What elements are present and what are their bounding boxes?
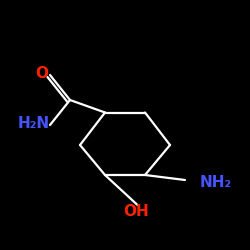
- Text: OH: OH: [124, 204, 149, 219]
- Text: H₂N: H₂N: [18, 116, 50, 131]
- Text: NH₂: NH₂: [200, 175, 232, 190]
- Text: O: O: [35, 66, 48, 81]
